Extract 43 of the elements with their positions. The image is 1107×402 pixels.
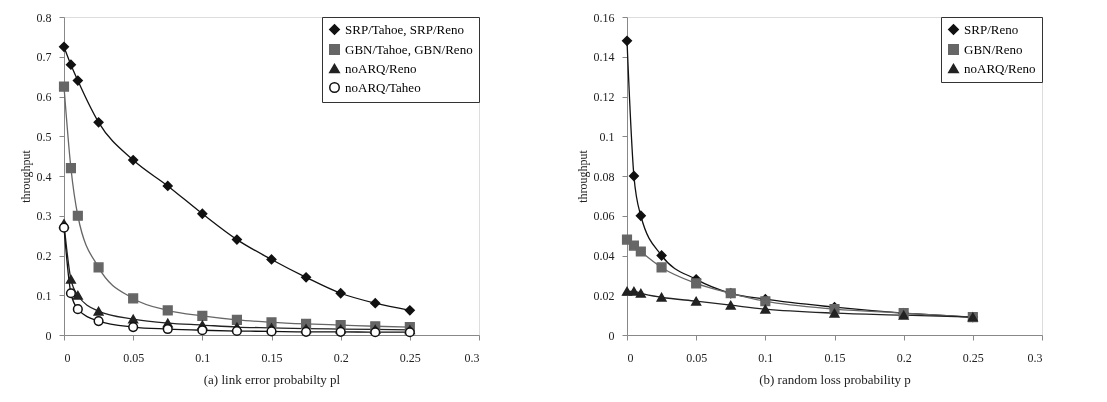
y-axis-title: throughput [575,149,590,203]
y-tick-label: 0.04 [593,249,615,263]
x-tick-label: 0.05 [686,350,708,365]
y-tick-label: 0.06 [593,209,615,224]
legend-label: GBN/Reno [964,41,1023,57]
y-tick-label: 0.7 [36,50,52,65]
x-tick-label: 0 [627,350,634,365]
x-tick-label: 0.1 [195,350,211,365]
legend-label: noARQ/Taheo [345,79,421,95]
y-tick-label: 0.8 [36,10,52,25]
y-tick-label: 0.4 [36,169,52,184]
x-tick-label: 0.05 [123,350,145,365]
y-axis-title: throughput [18,149,33,203]
x-tick-label: 0.25 [399,350,421,365]
legend-label: noARQ/Reno [964,60,1036,76]
x-tick-label: 0.15 [824,350,846,365]
y-tick-label: 0.2 [36,249,52,263]
y-tick-label: 0.02 [593,288,615,303]
y-tick-label: 0 [608,328,615,343]
legend-label: SRP/Tahoe, SRP/Reno [345,21,464,37]
y-tick-label: 0.1 [36,288,52,303]
x-tick-label: 0.1 [758,350,774,365]
x-tick-label: 0.3 [464,350,480,365]
x-tick-label: 0.2 [333,350,349,365]
legend-label: GBN/Tahoe, GBN/Reno [345,41,473,57]
y-tick-label: 0.14 [593,50,615,65]
x-axis-title: (b) random loss probability p [759,371,911,387]
legend-label: noARQ/Reno [345,60,417,76]
y-tick-label: 0 [45,328,52,343]
x-tick-label: 0.2 [896,350,912,365]
y-tick-label: 0.6 [36,90,52,104]
x-tick-label: 0.25 [962,350,984,365]
x-tick-label: 0 [64,350,71,365]
y-tick-label: 0.08 [593,169,615,184]
y-tick-label: 0.1 [599,129,615,144]
y-tick-label: 0.5 [36,129,52,144]
x-axis-title: (a) link error probabilty pl [203,371,341,387]
y-tick-label: 0.12 [593,90,615,104]
legend-label: SRP/Reno [964,21,1019,37]
x-tick-label: 0.15 [261,350,283,365]
y-tick-label: 0.3 [36,209,52,224]
y-tick-label: 0.16 [593,10,615,25]
x-tick-label: 0.3 [1027,350,1043,365]
